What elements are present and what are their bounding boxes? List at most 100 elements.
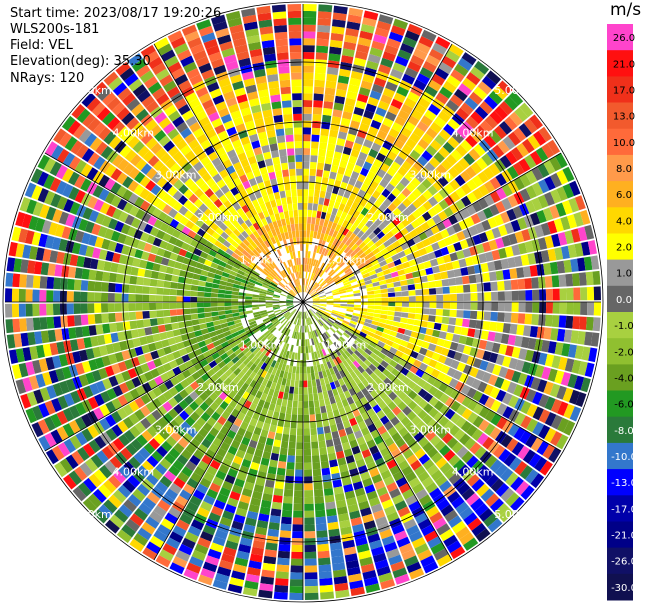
start-time-label: Start time: 2023/08/17 19:20:26 (10, 6, 222, 21)
range-gate (272, 108, 283, 116)
range-gate (247, 284, 255, 289)
range-gate (462, 318, 470, 328)
range-gate (249, 233, 257, 241)
range-gate (394, 155, 405, 166)
range-gate (213, 64, 227, 75)
range-gate (104, 228, 114, 240)
range-gate (287, 305, 294, 308)
range-gate (402, 395, 413, 406)
range-gate (347, 299, 355, 302)
range-gate (314, 344, 319, 352)
range-gate (303, 285, 305, 292)
range-gate (179, 489, 192, 501)
range-gate (257, 12, 272, 22)
range-gate (171, 133, 184, 145)
range-gate (319, 294, 326, 298)
range-gate (241, 71, 254, 81)
range-gate (267, 366, 274, 374)
range-gate (85, 372, 96, 385)
range-gate (285, 313, 292, 319)
range-gate (341, 55, 354, 64)
range-gate (507, 423, 520, 437)
range-gate (231, 266, 239, 273)
range-gate (172, 190, 183, 201)
range-gate (182, 432, 194, 443)
range-gate (83, 477, 97, 493)
range-gate (260, 499, 272, 509)
range-gate (250, 323, 258, 329)
range-gate (265, 216, 272, 224)
range-gate (188, 204, 199, 214)
range-gate (412, 209, 422, 219)
range-gate (178, 232, 187, 242)
range-gate (207, 548, 222, 560)
range-gate (162, 232, 172, 243)
range-gate (313, 283, 319, 290)
range-gate (387, 401, 397, 411)
range-gate (291, 331, 296, 339)
range-gate (263, 386, 270, 395)
range-gate (304, 544, 317, 552)
range-gate (331, 288, 339, 293)
range-gate (400, 103, 414, 115)
range-gate (469, 91, 483, 105)
range-gate (509, 268, 518, 279)
range-gate (39, 204, 50, 219)
range-gate (225, 349, 234, 357)
range-gate (144, 371, 154, 382)
range-gate (282, 503, 293, 511)
range-gate (355, 357, 364, 366)
range-gate (214, 124, 226, 135)
range-gate (483, 513, 498, 528)
range-gate (385, 257, 394, 264)
colorbar-swatch (607, 128, 633, 156)
range-gate (273, 439, 282, 448)
range-gate (245, 310, 253, 315)
range-gate (447, 325, 456, 334)
range-gate (248, 318, 256, 323)
range-gate (379, 529, 393, 540)
range-gate (466, 473, 480, 487)
range-gate (330, 466, 340, 475)
range-gate (234, 237, 243, 245)
range-gate (342, 367, 350, 376)
range-gate (561, 245, 570, 260)
range-gate (312, 107, 323, 115)
range-gate (100, 145, 114, 160)
range-gate (325, 501, 336, 510)
range-gate (516, 143, 529, 157)
range-gate (184, 133, 196, 145)
range-gate (540, 222, 551, 236)
range-gate (371, 259, 379, 266)
range-gate (293, 258, 297, 266)
range-gate (518, 123, 532, 138)
range-gate (458, 258, 467, 268)
range-gate (312, 304, 320, 308)
range-gate (356, 44, 370, 54)
range-gate (154, 37, 170, 50)
range-gate (180, 144, 192, 156)
range-gate (317, 204, 323, 212)
range-gate (387, 193, 397, 203)
range-gate (290, 344, 294, 352)
range-gate (427, 251, 437, 260)
range-gate (74, 315, 82, 326)
range-gate (325, 212, 331, 221)
range-gate (422, 441, 434, 453)
range-gate (183, 302, 191, 309)
range-gate (254, 382, 262, 391)
range-gate (437, 354, 447, 364)
range-gate (554, 370, 565, 384)
range-gate (587, 240, 597, 255)
range-gate (332, 274, 339, 280)
range-gate (122, 189, 133, 201)
range-gate (435, 92, 449, 105)
range-gate (200, 412, 211, 422)
range-gate (380, 348, 389, 356)
range-gate (358, 241, 367, 250)
range-gate (282, 225, 288, 233)
ring-label: 4.00km (113, 466, 155, 479)
range-gate (312, 299, 320, 301)
range-gate (320, 211, 327, 220)
range-gate (303, 182, 309, 190)
